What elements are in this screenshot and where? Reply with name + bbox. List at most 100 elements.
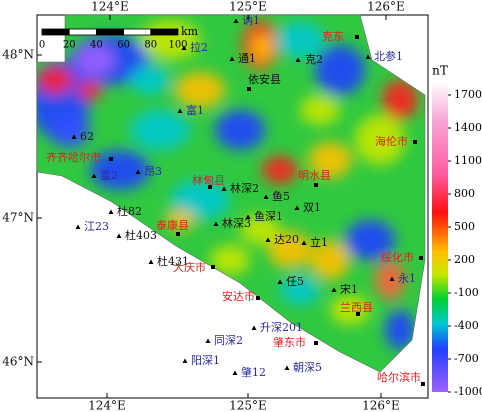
well-marker (365, 54, 371, 59)
scale-label: 80 (144, 40, 157, 51)
place-label: 林深2 (230, 181, 259, 195)
place-label: 达20 (274, 233, 299, 246)
anomaly-blob (50, 112, 90, 148)
well-marker (177, 108, 183, 113)
well-marker (331, 287, 337, 292)
place-label: 拉2 (190, 40, 208, 54)
place-marker (419, 256, 423, 260)
anomaly-blob (280, 275, 320, 305)
colorbar-label: 800 (454, 187, 475, 200)
place-label: 讷1 (242, 14, 260, 27)
place-marker (355, 35, 359, 39)
anomaly-blob (175, 72, 225, 108)
scale-label: 100 (168, 40, 187, 51)
anomaly-blob (215, 110, 265, 150)
scale-label: 60 (117, 40, 130, 51)
place-label: 肇12 (241, 365, 266, 379)
well-marker (91, 173, 97, 178)
place-label: 鱼深1 (254, 209, 283, 223)
anomaly-blob (268, 232, 312, 268)
colorbar-label: 1400 (454, 121, 482, 134)
anomaly-blob (165, 210, 195, 230)
anomaly-blob (355, 115, 405, 165)
well-marker (71, 134, 77, 139)
well-marker (251, 325, 257, 330)
colorbar: nT 1700 1400 1100 800 500 200 -100 -400 -700 -1000 (432, 64, 482, 398)
anomaly-blob (170, 180, 230, 220)
well-marker (205, 338, 211, 343)
place-label: 安达市 (222, 289, 255, 303)
lon-label: 124°E (91, 0, 129, 14)
well-marker (245, 214, 251, 219)
place-label: 依安县 (248, 72, 281, 86)
well-marker (221, 186, 227, 191)
place-label: 立1 (310, 235, 328, 249)
well-marker (301, 240, 307, 245)
scale-segment (123, 28, 152, 36)
anomaly-blob (345, 220, 395, 260)
place-marker (109, 157, 113, 161)
place-label: 齐齐哈尔市 (46, 150, 101, 164)
colorbar-label: 500 (454, 220, 475, 233)
well-marker (284, 365, 290, 370)
anomaly-blob (240, 215, 280, 245)
well-marker (232, 370, 238, 375)
well-marker (148, 259, 154, 264)
place-label: 克东 (322, 30, 344, 43)
well-marker (294, 205, 300, 210)
place-label: 阳深1 (191, 354, 220, 367)
well-marker (263, 194, 269, 199)
place-marker (421, 382, 425, 386)
well-marker (108, 209, 114, 214)
place-label: 双1 (303, 201, 321, 214)
place-label: 绥化市 (381, 250, 414, 264)
anomaly-blob (75, 45, 115, 75)
place-label: 朝深5 (293, 361, 322, 374)
place-label: 鱼5 (272, 189, 290, 203)
place-label: 62 (80, 130, 94, 143)
place-marker (256, 296, 260, 300)
colorbar-label: -1000 (454, 385, 482, 398)
anomaly-blob (210, 245, 250, 275)
well-marker (389, 276, 395, 281)
anomaly-blob (375, 260, 405, 300)
place-label: 肇东市 (273, 335, 306, 349)
lon-label: 126°E (367, 0, 405, 14)
anomaly-blob (300, 95, 340, 125)
place-label: 杜82 (117, 204, 142, 218)
place-marker (413, 140, 417, 144)
lat-label: 47°N (2, 211, 34, 225)
anomaly-blob (382, 80, 418, 120)
well-marker (135, 169, 141, 174)
well-marker (75, 224, 81, 229)
scale-label: 40 (90, 40, 103, 51)
lon-label: 126°E (362, 399, 400, 412)
survey-boundary (36, 14, 426, 373)
well-marker (233, 18, 239, 23)
anomaly-blob (310, 240, 350, 280)
anomaly-blob (90, 150, 150, 190)
place-label: 兰西县 (340, 301, 373, 314)
place-label: 大庆市 (173, 260, 206, 274)
place-marker (176, 232, 180, 236)
place-label: 同深2 (214, 334, 243, 347)
colorbar-label: -400 (454, 319, 479, 332)
place-label: 杜403 (125, 228, 157, 242)
place-label: 海伦市 (375, 134, 408, 148)
place-marker (356, 312, 360, 316)
place-label: 富1 (186, 103, 204, 117)
place-label: 任5 (286, 275, 304, 288)
place-label: 林深3 (222, 216, 251, 230)
place-marker (208, 185, 212, 189)
scale-segment (68, 28, 97, 36)
place-label: 通1 (238, 52, 256, 65)
anomaly-blob (308, 142, 352, 178)
anomaly-blob (275, 22, 325, 58)
well-marker (277, 279, 283, 284)
place-label: 昂3 (144, 165, 162, 178)
scale-segment (41, 28, 70, 36)
colorbar-label: -100 (454, 286, 479, 299)
place-label: 泰康县 (156, 218, 189, 232)
